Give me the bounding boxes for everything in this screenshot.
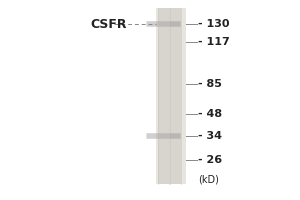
Bar <box>158 8 169 184</box>
Text: - 26: - 26 <box>198 155 222 165</box>
FancyBboxPatch shape <box>146 21 181 27</box>
Bar <box>156 8 186 184</box>
Text: (kD): (kD) <box>198 175 219 185</box>
Text: - 85: - 85 <box>198 79 222 89</box>
Bar <box>170 8 181 184</box>
Text: - 117: - 117 <box>198 37 230 47</box>
FancyBboxPatch shape <box>146 133 181 139</box>
FancyBboxPatch shape <box>170 22 181 26</box>
Text: - 34: - 34 <box>198 131 222 141</box>
Text: - 48: - 48 <box>198 109 222 119</box>
Text: CSFR: CSFR <box>90 18 127 30</box>
Text: - 130: - 130 <box>198 19 230 29</box>
FancyBboxPatch shape <box>170 134 181 138</box>
